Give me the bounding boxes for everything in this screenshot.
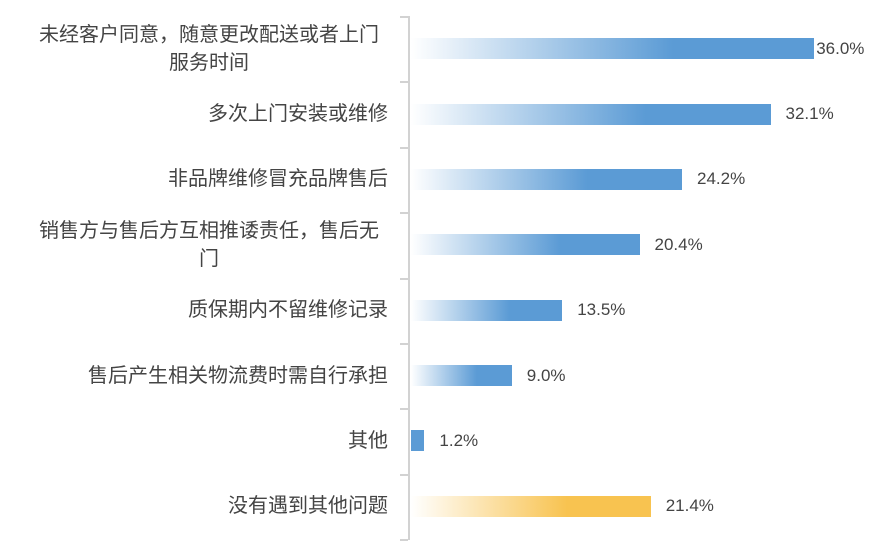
value-label: 24.2% [697, 169, 746, 189]
bar [411, 365, 512, 387]
category-label: 非品牌维修冒充品牌售后 [168, 168, 388, 191]
bar [411, 430, 425, 452]
axis-tick [400, 212, 408, 215]
category-label: 销售方与售后方互相推诿责任，售后无门 [39, 219, 379, 270]
bar [411, 38, 815, 60]
value-label: 32.1% [785, 104, 834, 124]
chart-row: 售后产生相关物流费时需自行承担 9.0% [0, 343, 890, 408]
bar [411, 103, 771, 125]
chart-row: 销售方与售后方互相推诿责任，售后无门 20.4% [0, 212, 890, 277]
chart-row: 多次上门安装或维修 32.1% [0, 81, 890, 146]
axis-tick [400, 277, 408, 280]
bar [411, 168, 682, 190]
value-label: 36.0% [816, 38, 865, 58]
category-label: 质保期内不留维修记录 [188, 299, 388, 322]
bar-area: 9.0% [398, 365, 890, 387]
category-axis-line [408, 16, 410, 540]
category-label: 未经客户同意，随意更改配送或者上门服务时间 [39, 23, 379, 74]
chart-rows: 未经客户同意，随意更改配送或者上门服务时间 36.0% 多次上门安装或维修 32… [0, 16, 890, 539]
chart-row: 质保期内不留维修记录 13.5% [0, 278, 890, 343]
axis-tick [400, 81, 408, 84]
category-label: 多次上门安装或维修 [208, 103, 388, 126]
bar-area: 24.2% [398, 168, 890, 190]
category-label: 其他 [348, 429, 388, 452]
chart-row: 未经客户同意，随意更改配送或者上门服务时间 36.0% [0, 16, 890, 81]
value-label: 20.4% [654, 234, 703, 254]
axis-tick [400, 408, 408, 411]
axis-tick [400, 16, 408, 18]
category-label: 没有遇到其他问题 [228, 495, 388, 518]
axis-tick [400, 473, 408, 476]
category-label: 售后产生相关物流费时需自行承担 [88, 364, 388, 387]
value-label: 9.0% [526, 365, 566, 385]
bar-area: 36.0% [398, 38, 890, 60]
chart-row: 没有遇到其他问题 21.4% [0, 474, 890, 539]
chart-row: 其他 1.2% [0, 408, 890, 473]
axis-tick [400, 342, 408, 345]
value-label: 1.2% [439, 430, 479, 450]
bar [411, 234, 640, 256]
bar [411, 495, 651, 517]
value-label: 21.4% [665, 496, 714, 516]
bar-area: 21.4% [398, 495, 890, 517]
bar-area: 20.4% [398, 234, 890, 256]
bar-area: 1.2% [398, 430, 890, 452]
chart-row: 非品牌维修冒充品牌售后 24.2% [0, 147, 890, 212]
bar [411, 299, 563, 321]
bar-area: 32.1% [398, 103, 890, 125]
axis-tick [400, 539, 408, 541]
value-label: 13.5% [577, 300, 626, 320]
axis-tick [400, 146, 408, 149]
bar-area: 13.5% [398, 299, 890, 321]
